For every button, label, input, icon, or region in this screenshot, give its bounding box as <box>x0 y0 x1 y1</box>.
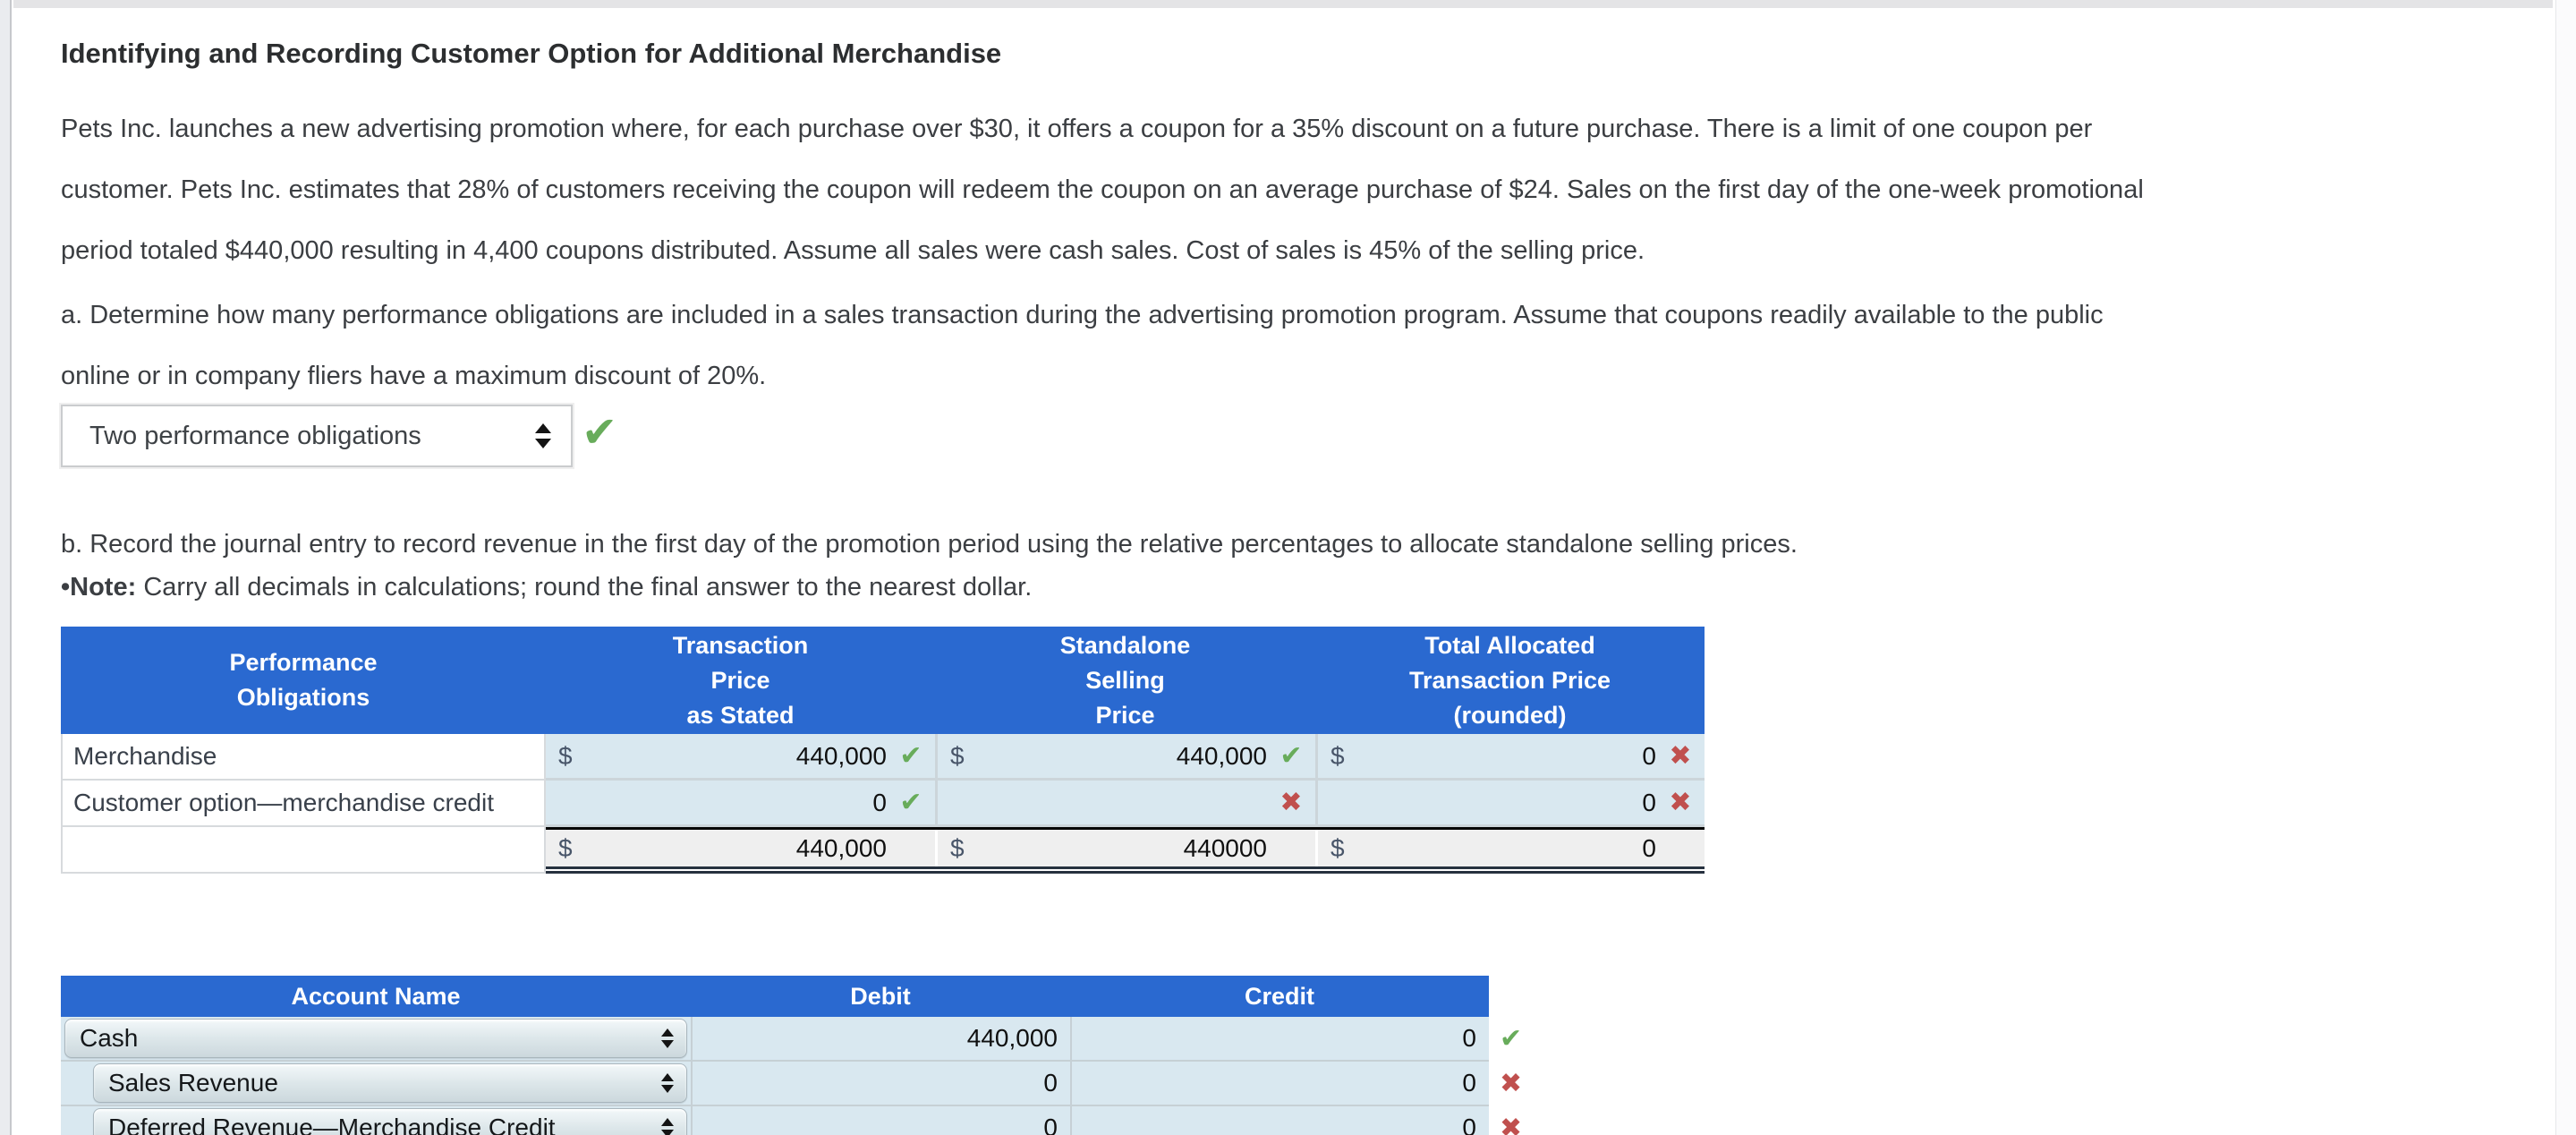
incorrect-cross-icon: ✖ <box>1500 1114 1523 1135</box>
account-select-sales-revenue[interactable]: Sales Revenue <box>93 1063 687 1103</box>
credit-input-cash[interactable]: 0 <box>1070 1017 1489 1062</box>
debit-input-sales-revenue[interactable]: 0 <box>691 1062 1070 1106</box>
column-header-debit: Debit <box>850 982 911 1010</box>
correct-check-icon: ✔ <box>899 740 922 771</box>
credit-input-deferred-revenue[interactable]: 0 <box>1070 1106 1489 1135</box>
part-a-question-line: online or in company fliers have a maxim… <box>61 362 767 390</box>
selected-answer-label: Two performance obligations <box>89 421 421 450</box>
select-arrows-icon <box>661 1028 674 1048</box>
select-arrows-icon <box>535 423 551 448</box>
journal-row-cash: Cash 440,000 0 <box>61 1017 1489 1062</box>
table-row-merchandise: Merchandise $ 440,000 ✔ $ 440,000 ✔ $ 0 … <box>61 734 1705 781</box>
left-gutter <box>0 0 12 1135</box>
correct-check-icon: ✔ <box>899 787 922 817</box>
allocation-table-header: Performance Obligations Transaction Pric… <box>61 627 1705 734</box>
allocated-price-input-customer-option[interactable]: 0 ✖ <box>1315 781 1705 827</box>
correct-check-icon: ✔ <box>1279 740 1303 771</box>
journal-row-sales-revenue: Sales Revenue 0 0 <box>61 1062 1489 1106</box>
allocation-table: Performance Obligations Transaction Pric… <box>61 627 1705 874</box>
correct-check-icon: ✔ <box>1500 1024 1523 1054</box>
problem-text-line: period totaled $440,000 resulting in 4,4… <box>61 236 1645 265</box>
incorrect-cross-icon: ✖ <box>1669 740 1692 771</box>
journal-entry-table: Account Name Debit Credit Cash 440,000 0… <box>61 976 1489 1135</box>
page-title: Identifying and Recording Customer Optio… <box>61 38 1002 69</box>
right-gutter <box>2555 0 2576 1135</box>
part-b-note-line: •Note: Carry all decimals in calculation… <box>61 573 1032 602</box>
top-divider <box>13 0 2553 8</box>
credit-input-sales-revenue[interactable]: 0 <box>1070 1062 1489 1106</box>
allocated-price-input-merchandise[interactable]: $ 0 ✖ <box>1315 734 1705 781</box>
transaction-price-total: $ 440,000 <box>546 830 935 866</box>
account-cell: Sales Revenue <box>61 1062 691 1106</box>
row-label <box>61 827 546 874</box>
incorrect-cross-icon: ✖ <box>1500 1069 1523 1098</box>
problem-text-line: Pets Inc. launches a new advertising pro… <box>61 115 2093 143</box>
transaction-price-input-customer-option[interactable]: 0 ✔ <box>546 781 935 827</box>
standalone-price-input-customer-option[interactable]: ✖ <box>935 781 1315 827</box>
row-label: Merchandise <box>61 734 546 781</box>
transaction-price-input-merchandise[interactable]: $ 440,000 ✔ <box>546 734 935 781</box>
standalone-price-total: $ 440000 <box>935 830 1315 866</box>
column-header-performance-obligations: Performance Obligations <box>229 649 378 711</box>
table-row-total: $ 440,000 $ 440000 $ 0 <box>61 827 1705 874</box>
select-arrows-icon <box>661 1073 674 1093</box>
account-cell: Cash <box>61 1017 691 1062</box>
part-b-question-line: b. Record the journal entry to record re… <box>61 530 1798 559</box>
allocated-price-total: $ 0 <box>1315 830 1705 866</box>
debit-input-deferred-revenue[interactable]: 0 <box>691 1106 1070 1135</box>
note-label: •Note: <box>61 573 137 602</box>
column-header-account-name: Account Name <box>291 982 461 1010</box>
journal-table-header: Account Name Debit Credit <box>61 976 1489 1017</box>
standalone-price-input-merchandise[interactable]: $ 440,000 ✔ <box>935 734 1315 781</box>
column-header-total-allocated: Total Allocated Transaction Price (round… <box>1408 631 1611 729</box>
note-text: Carry all decimals in calculations; roun… <box>136 573 1033 602</box>
column-header-credit: Credit <box>1244 982 1314 1010</box>
account-select-cash[interactable]: Cash <box>64 1019 687 1058</box>
journal-row-deferred-revenue: Deferred Revenue—Merchandise Credit 0 0 <box>61 1106 1489 1135</box>
account-cell: Deferred Revenue—Merchandise Credit <box>61 1106 691 1135</box>
column-header-standalone-selling-price: Standalone Selling Price <box>1059 631 1191 729</box>
column-header-transaction-price: Transaction Price as Stated <box>672 631 809 729</box>
performance-obligations-select[interactable]: Two performance obligations <box>61 405 573 467</box>
part-a-question-line: a. Determine how many performance obliga… <box>61 301 2104 329</box>
correct-check-icon: ✔ <box>582 409 618 457</box>
select-arrows-icon <box>661 1118 674 1135</box>
account-select-deferred-revenue[interactable]: Deferred Revenue—Merchandise Credit <box>93 1108 687 1135</box>
debit-input-cash[interactable]: 440,000 <box>691 1017 1070 1062</box>
incorrect-cross-icon: ✖ <box>1669 787 1692 817</box>
table-row-customer-option: Customer option—merchandise credit 0 ✔ ✖… <box>61 781 1705 827</box>
problem-text-line: customer. Pets Inc. estimates that 28% o… <box>61 175 2144 204</box>
incorrect-cross-icon: ✖ <box>1279 787 1303 817</box>
row-label: Customer option—merchandise credit <box>61 781 546 827</box>
